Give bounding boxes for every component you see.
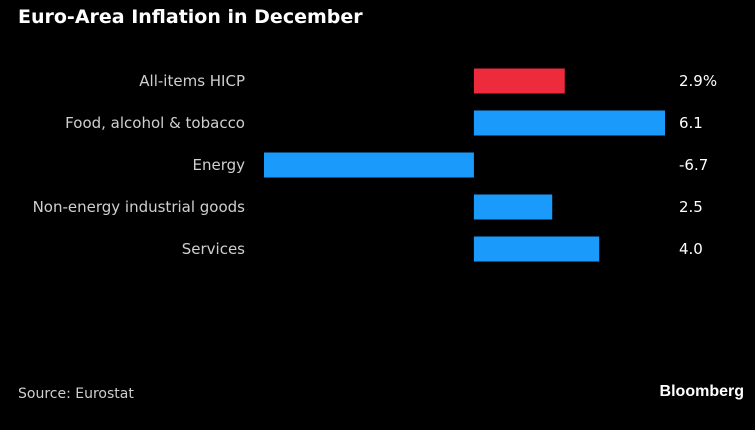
bar xyxy=(473,68,565,94)
category-label: Non-energy industrial goods xyxy=(33,198,246,216)
bar xyxy=(473,110,665,136)
category-label: Energy xyxy=(192,156,245,174)
bar xyxy=(473,194,553,220)
bar-chart: All-items HICP 2.9% Food, alcohol & tobacc… xyxy=(33,68,717,262)
bar xyxy=(473,236,600,262)
category-label: Services xyxy=(182,240,245,258)
category-label: All-items HICP xyxy=(139,72,245,90)
category-label: Food, alcohol & tobacco xyxy=(65,114,245,132)
value-label: -6.7 xyxy=(679,156,708,174)
bloomberg-logo: Bloomberg xyxy=(659,383,744,400)
value-label: 6.1 xyxy=(679,114,703,132)
value-label: 2.9% xyxy=(679,72,717,90)
value-label: 4.0 xyxy=(679,240,703,258)
bar xyxy=(264,152,474,178)
source-note: Source: Eurostat xyxy=(18,386,134,402)
value-label: 2.5 xyxy=(679,198,703,216)
chart-title: Euro-Area Inflation in December xyxy=(18,6,363,28)
